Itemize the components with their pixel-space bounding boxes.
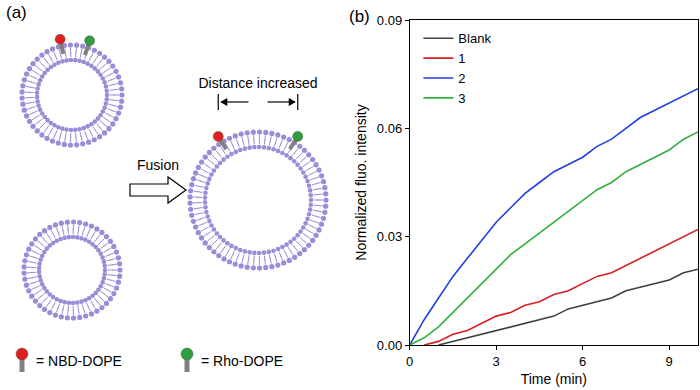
svg-text:Blank: Blank	[458, 31, 491, 46]
svg-text:9: 9	[666, 354, 673, 369]
svg-text:1: 1	[458, 51, 465, 66]
svg-text:Fusion: Fusion	[137, 157, 179, 173]
svg-text:0: 0	[406, 354, 413, 369]
svg-text:0.06: 0.06	[377, 121, 402, 136]
svg-text:= Rho-DOPE: = Rho-DOPE	[201, 353, 283, 369]
svg-text:3: 3	[458, 91, 465, 106]
svg-text:= NBD-DOPE: = NBD-DOPE	[36, 353, 122, 369]
svg-text:0.00: 0.00	[377, 338, 402, 353]
svg-text:0.09: 0.09	[377, 13, 402, 28]
svg-text:(a): (a)	[6, 3, 27, 22]
svg-text:Normalized fluo. intensity: Normalized fluo. intensity	[353, 104, 369, 260]
svg-text:0.03: 0.03	[377, 229, 402, 244]
svg-text:2: 2	[458, 71, 465, 86]
svg-text:3: 3	[493, 354, 500, 369]
svg-text:Time (min): Time (min)	[521, 371, 587, 387]
svg-text:(b): (b)	[349, 7, 370, 26]
svg-text:Distance increased: Distance increased	[198, 75, 317, 91]
svg-text:6: 6	[579, 354, 586, 369]
